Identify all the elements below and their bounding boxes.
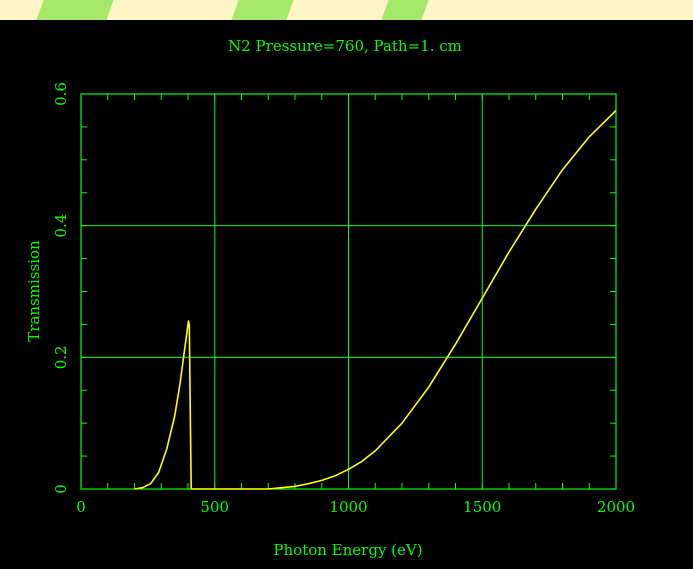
x-tick-labels: 0 500 1000 1500 2000	[76, 498, 635, 516]
x-tick-label-4: 2000	[597, 498, 635, 516]
y-tick-label-0: 0	[52, 484, 70, 494]
x-axis-label: Photon Energy (eV)	[273, 541, 422, 559]
y-tick-label-1: 0.2	[52, 345, 70, 369]
x-tick-label-3: 1500	[463, 498, 501, 516]
grid-lines	[80, 93, 617, 490]
y-axis-label: Transmission	[25, 240, 43, 342]
data-layer	[134, 109, 617, 490]
x-tick-label-1: 500	[200, 498, 229, 516]
top-banner	[0, 0, 693, 20]
chart-title: N2 Pressure=760, Path=1. cm	[228, 37, 462, 55]
series-line-0	[134, 109, 617, 490]
tick-marks	[80, 93, 617, 490]
y-tick-labels: 0 0.2 0.4 0.6	[52, 82, 70, 494]
y-tick-label-3: 0.6	[52, 82, 70, 106]
x-tick-label-2: 1000	[329, 498, 367, 516]
y-tick-label-2: 0.4	[52, 214, 70, 238]
x-tick-label-0: 0	[76, 498, 86, 516]
